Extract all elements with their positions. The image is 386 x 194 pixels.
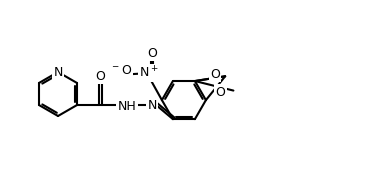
Text: NH: NH	[118, 100, 136, 113]
Text: O: O	[147, 47, 157, 60]
Text: $^-$O: $^-$O	[110, 64, 132, 77]
Text: O: O	[216, 86, 225, 99]
Text: N: N	[53, 66, 63, 79]
Text: N$^+$: N$^+$	[139, 66, 159, 81]
Text: O: O	[95, 69, 105, 82]
Text: N: N	[147, 99, 157, 112]
Text: O: O	[210, 68, 220, 81]
